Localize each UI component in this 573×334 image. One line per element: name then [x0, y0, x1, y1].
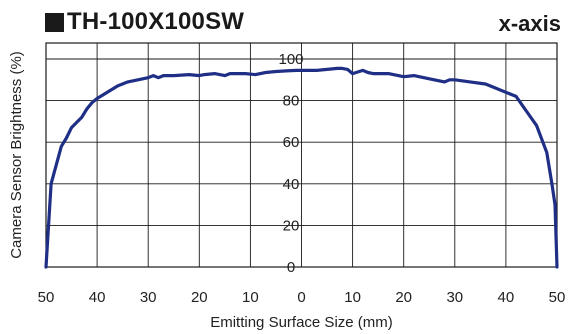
y-axis-label: Camera Sensor Brightness (%) — [8, 51, 25, 259]
x-tick-label: 30 — [446, 289, 463, 306]
x-tick-label: 50 — [38, 289, 55, 306]
x-tick-label: 40 — [89, 289, 106, 306]
x-tick-label: 50 — [549, 289, 566, 306]
x-tick-label: 20 — [191, 289, 208, 306]
y-tick-label: 60 — [283, 134, 300, 151]
x-tick-label: 10 — [344, 289, 361, 306]
chart-title: TH-100X100SW — [67, 8, 245, 35]
y-tick-label: 80 — [283, 93, 300, 110]
x-tick-label: 10 — [242, 289, 259, 306]
x-tick-label: 20 — [395, 289, 412, 306]
x-tick-label: 0 — [297, 289, 305, 306]
x-tick-label: 40 — [498, 289, 515, 306]
x-tick-labels: 50 40 30 20 10 0 10 20 30 40 50 — [38, 289, 566, 306]
chart-title-group: TH-100X100SW — [45, 8, 244, 36]
y-tick-label: 0 — [287, 259, 295, 276]
y-tick-label: 100 — [278, 51, 303, 68]
y-tick-label: 40 — [283, 176, 300, 193]
x-axis-label: Emitting Surface Size (mm) — [210, 314, 393, 331]
y-tick-labels: 0 20 40 60 80 100 — [278, 51, 303, 276]
plot-frame — [45, 42, 558, 268]
chart-subtitle: x-axis — [498, 11, 561, 36]
brightness-line — [44, 66, 559, 269]
grid-lines — [46, 43, 557, 267]
x-tick-label: 30 — [140, 289, 157, 306]
black-square-icon — [45, 12, 64, 32]
y-tick-label: 20 — [283, 217, 300, 234]
